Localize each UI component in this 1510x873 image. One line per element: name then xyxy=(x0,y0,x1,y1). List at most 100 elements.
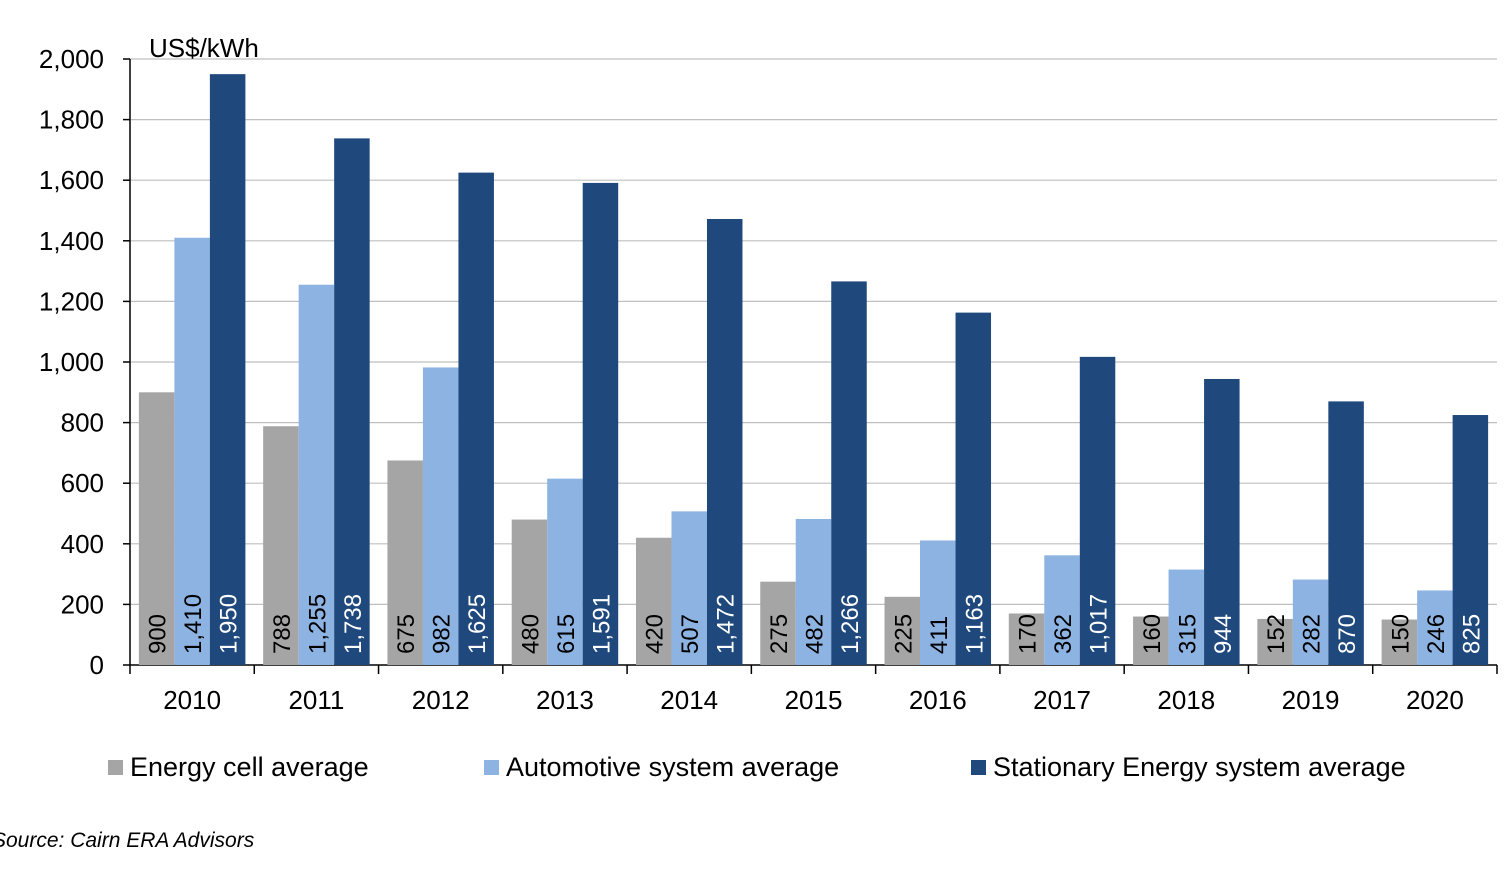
data-label: 225 xyxy=(890,614,917,654)
bar xyxy=(458,172,494,665)
x-tick-label: 2010 xyxy=(163,685,221,715)
legend: Energy cell average Automotive system ave… xyxy=(108,752,1406,782)
bar xyxy=(334,138,370,666)
bar xyxy=(1168,569,1205,665)
legend-label: Automotive system average xyxy=(506,752,839,782)
legend-label: Energy cell average xyxy=(130,752,369,782)
data-label: 1,017 xyxy=(1086,594,1113,654)
bar xyxy=(1328,401,1364,665)
bar xyxy=(209,74,246,665)
x-tick-label: 2015 xyxy=(785,685,843,715)
data-label: 150 xyxy=(1387,614,1414,654)
x-tick-label: 2016 xyxy=(909,685,967,715)
data-label: 615 xyxy=(553,614,580,654)
bar xyxy=(884,596,921,665)
data-label: 152 xyxy=(1263,614,1290,654)
data-label: 1,266 xyxy=(837,594,864,654)
bar xyxy=(706,218,743,665)
data-label: 507 xyxy=(677,614,704,654)
legend-label: Stationary Energy system average xyxy=(993,752,1406,782)
data-label: 420 xyxy=(642,614,669,654)
x-tick-label: 2011 xyxy=(288,685,344,715)
axes: 0 200 400 600 800 1,000 1,200 1,400 1,600 1,800 2,… xyxy=(39,33,1498,715)
data-label: 170 xyxy=(1015,614,1042,654)
y-tick-label: 2,000 xyxy=(39,44,104,74)
data-label: 788 xyxy=(269,614,296,654)
data-label: 1,950 xyxy=(216,594,243,654)
legend-swatch xyxy=(108,760,123,775)
bar xyxy=(635,537,672,665)
x-tick-label: 2019 xyxy=(1282,685,1340,715)
data-label: 482 xyxy=(802,614,829,654)
data-label: 315 xyxy=(1174,614,1201,654)
y-tick-label: 400 xyxy=(61,529,104,559)
bar xyxy=(1008,613,1045,665)
legend-swatch xyxy=(971,760,986,775)
data-label: 982 xyxy=(429,614,456,654)
data-label: 675 xyxy=(393,614,420,654)
bar xyxy=(387,460,423,665)
legend-swatch xyxy=(484,760,499,775)
bar xyxy=(138,392,175,665)
bar xyxy=(582,182,619,665)
y-tick-label: 800 xyxy=(61,408,104,438)
bar xyxy=(831,281,867,665)
y-tick-label: 1,400 xyxy=(39,226,104,256)
data-label: 1,410 xyxy=(180,594,207,654)
data-label: 1,625 xyxy=(464,594,491,654)
y-tick-label: 0 xyxy=(90,650,104,680)
bar xyxy=(920,540,956,665)
source-note: Source: Cairn ERA Advisors xyxy=(0,829,255,852)
data-label: 246 xyxy=(1423,614,1450,654)
data-label: 825 xyxy=(1458,614,1485,654)
bar xyxy=(263,426,299,665)
bar xyxy=(1381,619,1418,665)
y-tick-label: 600 xyxy=(61,468,104,498)
data-label: 900 xyxy=(145,614,172,654)
x-tick-label: 2013 xyxy=(536,685,594,715)
bar xyxy=(671,511,707,665)
bar xyxy=(955,312,992,665)
y-tick-label: 1,600 xyxy=(39,165,104,195)
x-tick-label: 2017 xyxy=(1033,685,1091,715)
x-tick-label: 2014 xyxy=(660,685,718,715)
data-label: 282 xyxy=(1299,614,1326,654)
x-tick-label: 2020 xyxy=(1406,685,1464,715)
data-label: 160 xyxy=(1139,614,1166,654)
bar xyxy=(1044,555,1080,665)
bar xyxy=(1417,590,1453,665)
bar xyxy=(795,518,832,665)
data-label: 275 xyxy=(766,614,793,654)
data-label: 944 xyxy=(1210,614,1237,654)
data-label: 1,738 xyxy=(340,594,367,654)
bar xyxy=(298,284,335,665)
x-tick-label: 2018 xyxy=(1157,685,1215,715)
bar xyxy=(760,581,796,665)
data-label: 1,591 xyxy=(588,594,615,654)
bar xyxy=(547,478,583,665)
bar xyxy=(174,237,210,665)
data-label: 1,472 xyxy=(713,594,740,654)
bar xyxy=(1292,579,1329,665)
y-tick-label: 1,200 xyxy=(39,286,104,316)
data-label: 480 xyxy=(517,614,544,654)
data-label: 870 xyxy=(1334,614,1361,654)
y-tick-label: 200 xyxy=(61,589,104,619)
data-label: 1,163 xyxy=(961,594,988,654)
bars xyxy=(138,74,1489,666)
bar xyxy=(1133,616,1169,665)
bar xyxy=(1257,618,1293,665)
y-tick-label: 1,800 xyxy=(39,105,104,135)
bar xyxy=(422,367,459,665)
bar xyxy=(1204,378,1240,665)
data-label: 1,255 xyxy=(304,594,331,654)
y-tick-label: 1,000 xyxy=(39,347,104,377)
data-labels: 900 1,410 1,950 788 1,255 1,738 675 982 1,625 480… xyxy=(145,594,1486,654)
data-label: 362 xyxy=(1050,614,1077,654)
y-unit-label: US$/kWh xyxy=(149,33,259,63)
bar xyxy=(1452,415,1489,665)
data-label: 411 xyxy=(926,616,953,654)
bar xyxy=(1079,356,1116,665)
x-tick-label: 2012 xyxy=(412,685,470,715)
